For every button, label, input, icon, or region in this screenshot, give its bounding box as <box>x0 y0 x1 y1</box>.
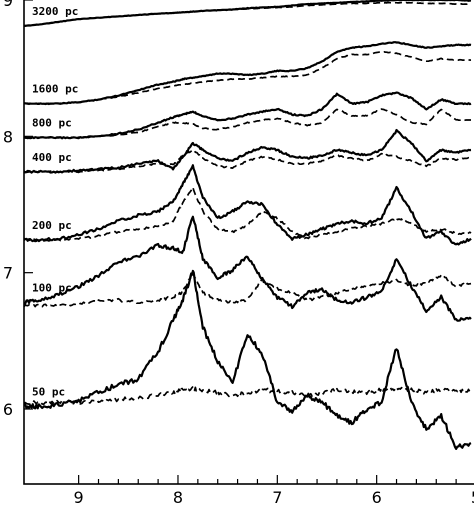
y-axis: 9 8 7 6 <box>3 0 33 419</box>
series-line-solid-1600-pc <box>23 41 472 106</box>
y-tick-label-7: 7 <box>3 264 13 283</box>
series-label-50-pc: 50 pc <box>32 385 65 398</box>
series-label-layer: 3200 pc 1600 pc 800 pc 400 pc 200 pc 100 pc 50… <box>32 5 78 398</box>
x-axis: 9 8 7 6 5 <box>74 475 474 507</box>
series-line-solid-800-pc <box>23 91 472 140</box>
x-tick-label-7: 7 <box>272 488 282 507</box>
x-tick-label-8: 8 <box>173 488 183 507</box>
series-line-dashed-50-pc <box>23 385 472 405</box>
series-line-dashed-400-pc <box>24 149 472 174</box>
y-tick-label-8: 8 <box>3 127 13 146</box>
x-tick-label-5: 5 <box>471 488 474 507</box>
series-line-solid-100-pc <box>23 215 472 322</box>
series-label-400-pc: 400 pc <box>32 151 72 164</box>
series-label-3200-pc: 3200 pc <box>32 5 78 18</box>
x-tick-label-6: 6 <box>372 488 382 507</box>
y-tick-label-9: 9 <box>3 0 13 10</box>
series-label-1600-pc: 1600 pc <box>32 83 78 96</box>
series-layer <box>23 0 472 450</box>
series-label-800-pc: 800 pc <box>32 117 72 130</box>
plot-frame <box>23 0 474 485</box>
series-line-solid-400-pc <box>23 128 472 174</box>
series-label-100-pc: 100 pc <box>32 282 72 295</box>
series-line-dashed-100-pc <box>23 270 472 308</box>
x-tick-label-9: 9 <box>74 488 84 507</box>
series-line-dashed-800-pc <box>23 108 471 140</box>
series-line-dashed-1600-pc <box>23 50 472 105</box>
series-line-dashed-3200-pc <box>23 1 471 27</box>
series-line-solid-3200-pc <box>23 0 472 27</box>
series-line-solid-50-pc <box>23 269 472 450</box>
series-line-solid-200-pc <box>23 164 472 246</box>
series-line-dashed-200-pc <box>23 186 472 242</box>
y-tick-label-6: 6 <box>3 400 13 419</box>
series-label-200-pc: 200 pc <box>32 219 72 232</box>
